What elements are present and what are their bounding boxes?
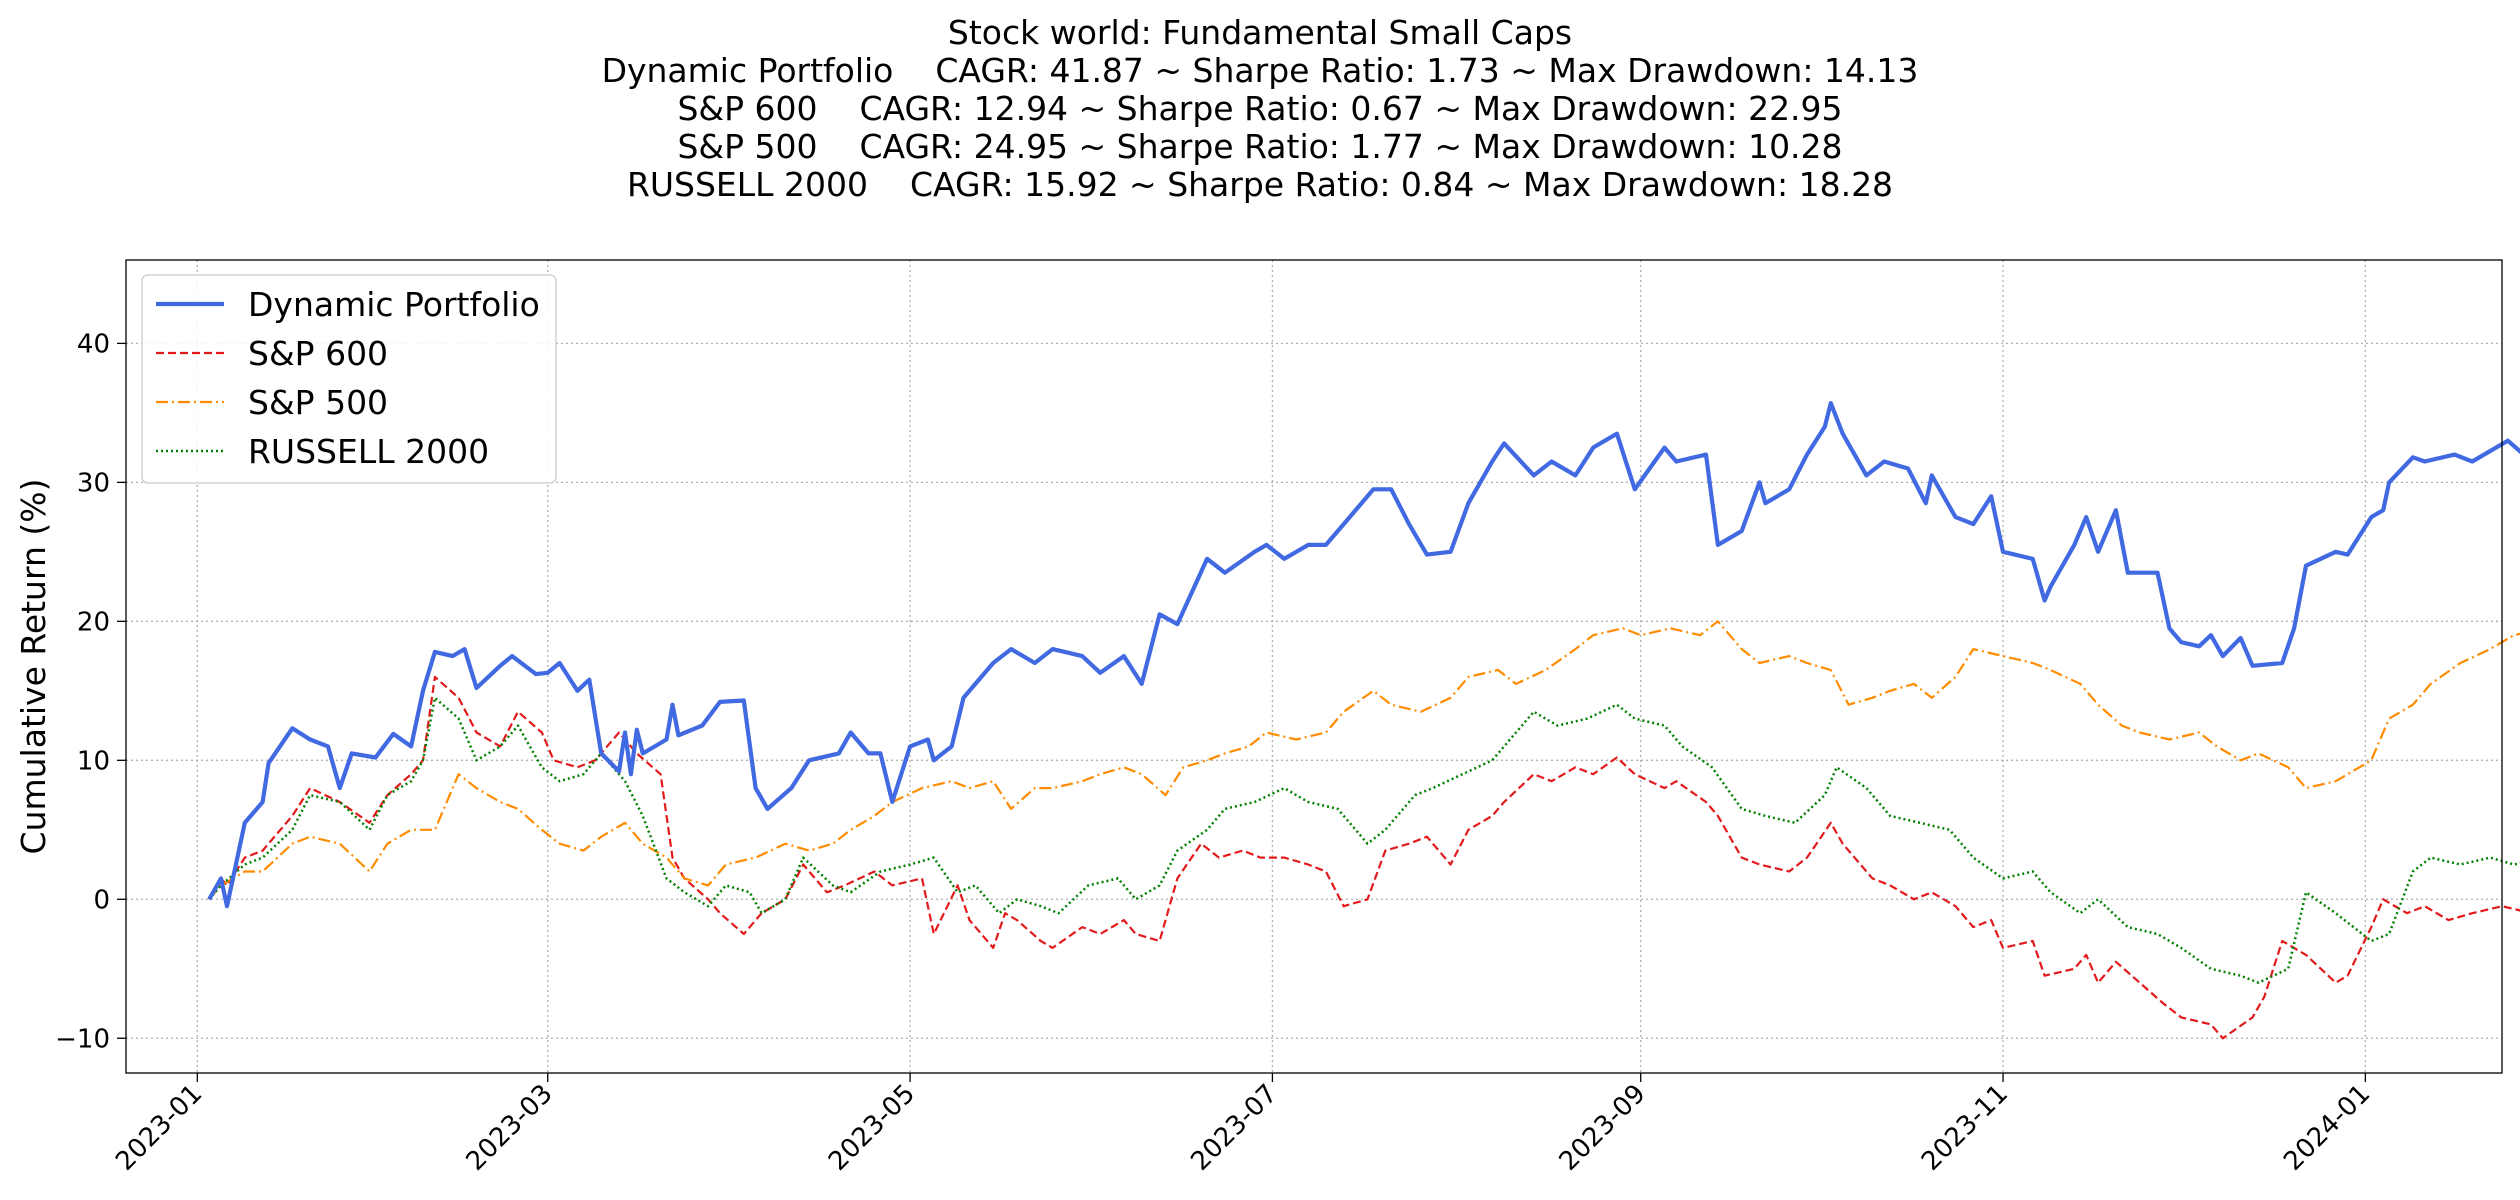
series-line-russell-2000 [208, 696, 2520, 984]
y-tick-label: 20 [77, 607, 110, 637]
x-tick-label: 2023-03 [461, 1079, 559, 1177]
legend-label-s-p-600: S&P 600 [248, 334, 388, 373]
legend-label-dynamic-portfolio: Dynamic Portfolio [248, 285, 540, 324]
x-tick-label: 2023-05 [823, 1079, 921, 1177]
legend-box [141, 274, 557, 484]
legend-label-russell-2000: RUSSELL 2000 [248, 432, 489, 471]
y-tick-label: −10 [55, 1024, 110, 1054]
subtitle-line-russell2000: RUSSELL 2000 CAGR: 15.92 ~ Sharpe Ratio:… [626, 165, 1894, 204]
chart-title-block: Stock world: Fundamental Small Caps Dyna… [0, 14, 2520, 204]
chart-title: Stock world: Fundamental Small Caps [947, 13, 1573, 52]
plot-area-frame [125, 259, 2503, 1074]
y-tick-label: 0 [93, 885, 110, 915]
x-tick-label: 2023-07 [1185, 1079, 1283, 1177]
y-axis-label: Cumulative Return (%) [14, 479, 53, 855]
x-tick-label: 2024-01 [2278, 1079, 2376, 1177]
x-tick-label: 2023-09 [1554, 1079, 1652, 1177]
subtitle-line-sp500: S&P 500 CAGR: 24.95 ~ Sharpe Ratio: 1.77… [677, 127, 1843, 166]
x-tick-label: 2023-11 [1916, 1079, 2014, 1177]
series-line-s-p-600 [208, 675, 2520, 1040]
series-line-dynamic-portfolio [207, 401, 2520, 909]
legend-label-s-p-500: S&P 500 [248, 383, 388, 422]
series-layer [207, 401, 2520, 1040]
y-tick-label: 10 [77, 746, 110, 776]
x-tick-label: 2023-01 [110, 1079, 208, 1177]
subtitle-line-dynamic-portfolio: Dynamic Portfolio CAGR: 41.87 ~ Sharpe R… [601, 51, 1919, 90]
series-line-s-p-500 [208, 620, 2520, 901]
subtitle-line-sp600: S&P 600 CAGR: 12.94 ~ Sharpe Ratio: 0.67… [677, 89, 1843, 128]
y-tick-label: 30 [77, 468, 110, 498]
legend: Dynamic Portfolio S&P 600 S&P 500 RUSSELL 2… [141, 274, 557, 484]
y-tick-label: 40 [77, 329, 110, 359]
